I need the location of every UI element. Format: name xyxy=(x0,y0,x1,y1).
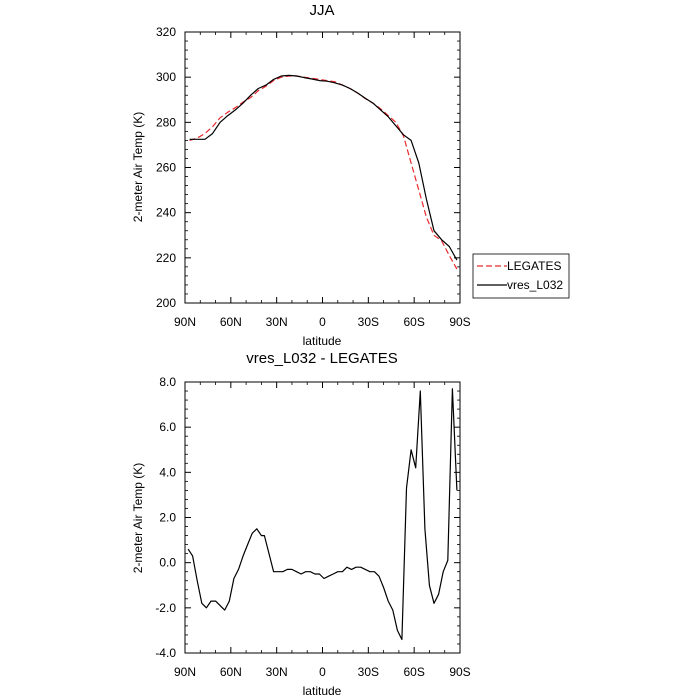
bottom-y-tick-label: 4.0 xyxy=(159,465,176,479)
bottom-y-tick-label: -2.0 xyxy=(155,601,176,615)
bottom-x-tick-label: 90N xyxy=(174,665,196,679)
bottom-x-tick-label: 30S xyxy=(358,665,379,679)
top-y-tick-label: 320 xyxy=(156,25,176,39)
bottom-x-tick-label: 30N xyxy=(266,665,288,679)
top-series-line-legates xyxy=(189,75,458,270)
bottom-chart-series xyxy=(187,388,458,641)
bottom-chart-xlabel: latitude xyxy=(303,684,342,698)
top-y-tick-label: 300 xyxy=(156,70,176,84)
top-series-line-vres-l032 xyxy=(189,74,458,261)
top-x-tick-label: 0 xyxy=(319,315,326,329)
bottom-chart-title: vres_L032 - LEGATES xyxy=(246,350,397,367)
legend-label-legates: LEGATES xyxy=(507,259,561,273)
top-chart-ylabel: 2-meter Air Temp (K) xyxy=(131,112,145,222)
top-y-tick-label: 200 xyxy=(156,296,176,310)
bottom-x-tick-label: 60S xyxy=(403,665,424,679)
bottom-chart-ylabel: 2-meter Air Temp (K) xyxy=(131,463,145,573)
top-x-tick-label: 90S xyxy=(449,315,470,329)
bottom-x-tick-label: 0 xyxy=(319,665,326,679)
top-y-tick-label: 240 xyxy=(156,206,176,220)
legend: LEGATES vres_L032 xyxy=(472,253,570,299)
legend-label-vres: vres_L032 xyxy=(507,278,563,292)
bottom-chart-ticks: 90N 60N 30N 0 30S 60S 90S -4.0 -2.0 0.0 2.0 4.0 6.0 8… xyxy=(155,375,470,679)
top-chart-frame xyxy=(184,31,461,304)
bottom-y-tick-label: 6.0 xyxy=(159,420,176,434)
bottom-chart-frame xyxy=(184,381,461,654)
bottom-y-tick-label: 8.0 xyxy=(159,375,176,389)
bottom-y-tick-label: -4.0 xyxy=(155,646,176,660)
top-x-tick-label: 30S xyxy=(358,315,379,329)
bottom-panel: vres_L032 - LEGATES latitude 2-meter Air… xyxy=(131,350,471,698)
top-y-tick-label: 220 xyxy=(156,251,176,265)
bottom-y-tick-label: 0.0 xyxy=(159,556,176,570)
top-x-tick-label: 30N xyxy=(266,315,288,329)
top-chart-series xyxy=(189,74,458,270)
top-x-tick-label: 60S xyxy=(403,315,424,329)
top-x-tick-label: 90N xyxy=(174,315,196,329)
top-x-tick-label: 60N xyxy=(220,315,242,329)
top-y-tick-label: 260 xyxy=(156,161,176,175)
top-y-tick-label: 280 xyxy=(156,115,176,129)
bottom-x-tick-label: 90S xyxy=(449,665,470,679)
legend-frame xyxy=(472,253,570,299)
top-panel: JJA latitude 2-meter Air Temp (K) 90N 60N… xyxy=(131,2,570,348)
bottom-x-tick-label: 60N xyxy=(220,665,242,679)
bottom-series-line-0 xyxy=(187,388,458,641)
top-chart-ticks: 90N 60N 30N 0 30S 60S 90S 200 220 240 260 280 300 320 xyxy=(156,25,471,329)
top-chart-title: JJA xyxy=(309,2,334,19)
bottom-y-tick-label: 2.0 xyxy=(159,511,176,525)
top-chart-xlabel: latitude xyxy=(303,334,342,348)
